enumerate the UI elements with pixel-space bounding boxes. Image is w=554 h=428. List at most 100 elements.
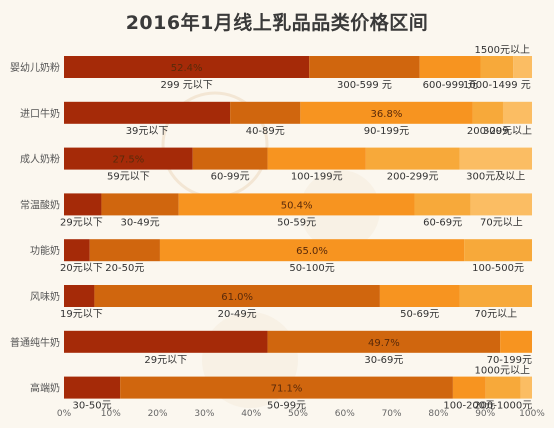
bar-segment — [267, 147, 366, 170]
bar-segment — [230, 101, 301, 124]
segment-label: 90-199元 — [364, 126, 409, 137]
category-label: 功能奶 — [30, 244, 60, 257]
segment-label: 30-69元 — [364, 355, 403, 366]
bar-segment — [309, 56, 420, 78]
bar-segment — [459, 147, 532, 170]
bar-segment — [480, 56, 514, 78]
bar-segment — [419, 56, 481, 78]
segment-label: 300元及以上 — [466, 171, 525, 183]
bar-segment — [485, 376, 521, 399]
segment-label: 100-500元 — [472, 263, 524, 274]
segment-label: 600-999 元 — [423, 80, 478, 91]
bar-segment — [64, 147, 193, 170]
bar-segment — [379, 285, 460, 307]
category-label: 高端奶 — [30, 382, 60, 395]
segment-label: 60-69元 — [423, 217, 462, 228]
segment-label: 59元以下 — [107, 172, 150, 183]
bar-segment — [64, 193, 102, 216]
segment-label: 29元以下 — [60, 217, 103, 228]
bar-segment — [459, 285, 532, 307]
x-tick-label: 90% — [475, 409, 495, 419]
segment-label: 20-50元 — [105, 263, 144, 274]
data-label: 71.1% — [271, 384, 303, 395]
bar-segment — [365, 147, 460, 170]
bar-segment — [64, 285, 95, 307]
segment-label: 70元以上 — [480, 216, 523, 228]
bar-segment — [178, 193, 415, 216]
chart-title: 2016年1月线上乳品品类价格区间 — [125, 12, 429, 34]
bar-segment — [89, 239, 160, 262]
category-label: 成人奶粉 — [20, 153, 60, 166]
category-label: 常温酸奶 — [20, 198, 60, 211]
category-label: 进口牛奶 — [20, 107, 60, 120]
segment-label: 70元以上 — [474, 308, 517, 320]
x-tick-label: 50% — [288, 409, 308, 419]
segment-label: 30-49元 — [121, 217, 160, 228]
bar-segment — [64, 330, 268, 353]
data-label: 49.7% — [368, 338, 400, 349]
data-label: 50.4% — [281, 200, 313, 211]
segment-label: 70-199元 — [487, 355, 532, 366]
category-label: 普通纯牛奶 — [10, 336, 60, 349]
bar-segment — [64, 101, 231, 124]
segment-label: 60-99元 — [211, 172, 250, 183]
bar-segment — [520, 376, 532, 399]
bar-segment — [267, 330, 501, 353]
bar-segment — [452, 376, 486, 399]
bar-segment — [470, 193, 532, 216]
segment-label: 29元以下 — [144, 355, 187, 366]
segment-label: 200-1000元 — [474, 401, 532, 412]
bar-segment — [64, 56, 310, 78]
segment-label: 40-89元 — [246, 126, 285, 137]
x-tick-label: 80% — [428, 409, 448, 419]
x-tick-label: 40% — [241, 409, 261, 419]
bar-segment — [500, 330, 532, 353]
bar-segment — [472, 101, 503, 124]
segment-label: 20-49元 — [218, 309, 257, 320]
segment-label: 30-50元 — [73, 401, 112, 412]
data-label: 61.0% — [221, 292, 253, 303]
segment-label: 50-69元 — [400, 309, 439, 320]
x-tick-label: 100% — [519, 409, 545, 419]
category-label: 风味奶 — [30, 291, 60, 303]
bar-segment — [513, 56, 532, 78]
segment-label: 1000-1499 元 — [463, 80, 531, 91]
segment-label: 20元以下 — [60, 263, 103, 274]
bar-segment — [414, 193, 471, 216]
bar-segment — [300, 101, 473, 124]
segment-label: 299 元以下 — [160, 80, 212, 91]
segment-label: 300-599 元 — [337, 80, 392, 91]
segment-label: 1000元以上 — [475, 365, 530, 377]
segment-label: 200-299 — [467, 126, 509, 137]
bar-segment — [64, 239, 90, 262]
category-label: 婴幼儿奶粉 — [10, 61, 60, 74]
segment-label: 200-299元 — [387, 172, 439, 183]
segment-label: 19元以下 — [60, 309, 103, 320]
segment-label: 50-59元 — [277, 217, 316, 228]
bar-segment — [101, 193, 179, 216]
data-label: 65.0% — [296, 246, 328, 257]
segment-label: 50-99元 — [267, 401, 306, 412]
data-label: 36.8% — [371, 109, 403, 120]
bar-segment — [192, 147, 268, 170]
x-tick-label: 0% — [57, 409, 72, 419]
bar-segment — [120, 376, 453, 399]
segment-label: 1500元以上 — [475, 44, 530, 56]
x-tick-label: 30% — [194, 409, 214, 419]
segment-label: 100-200元 — [443, 401, 495, 412]
bar-segment — [464, 239, 532, 262]
data-label: 52.4% — [171, 63, 203, 74]
x-tick-label: 60% — [335, 409, 355, 419]
x-tick-label: 70% — [382, 409, 402, 419]
segment-label: 300元以上 — [483, 125, 532, 137]
x-tick-label: 10% — [101, 409, 121, 419]
segment-label: 50-100元 — [289, 263, 334, 274]
bar-segment — [502, 101, 532, 124]
bar-segment — [94, 285, 380, 307]
segment-label: 100-199元 — [291, 172, 343, 183]
bar-segment — [64, 376, 121, 399]
data-label: 27.5% — [112, 155, 144, 166]
x-tick-label: 20% — [148, 409, 168, 419]
segment-label: 39元以下 — [126, 126, 169, 137]
